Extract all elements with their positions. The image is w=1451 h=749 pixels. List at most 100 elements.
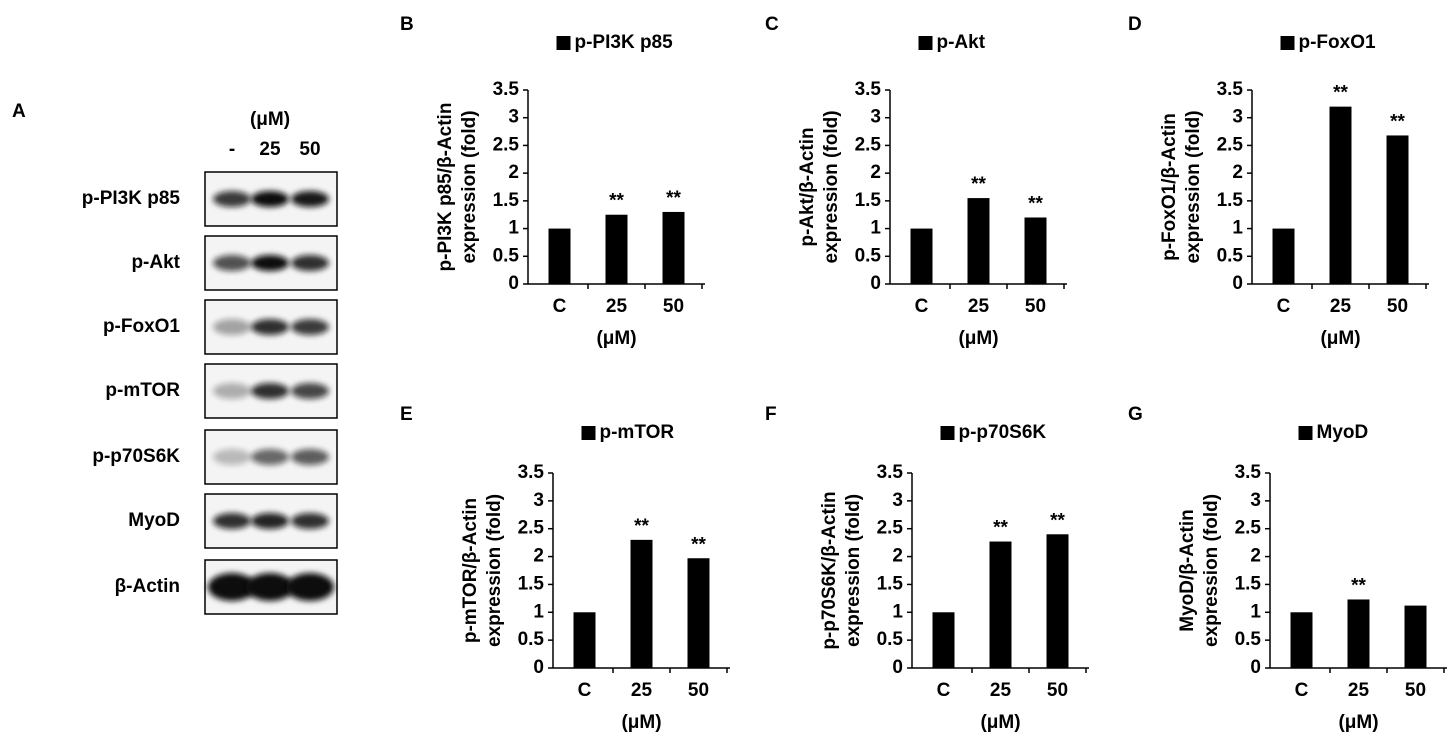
blot-row-label: p-FoxO1 <box>103 316 180 337</box>
panel-label: D <box>1128 14 1142 35</box>
y-tick-label: 3 <box>533 490 544 511</box>
y-axis-label: p-p70S6K/β-Actin <box>819 491 840 649</box>
legend-label: MyoD <box>1317 422 1369 443</box>
y-tick-label: 1 <box>1232 218 1243 239</box>
y-tick-label: 3 <box>508 107 519 128</box>
y-tick-label: 1 <box>892 601 903 622</box>
y-tick-label: 0.5 <box>518 629 545 650</box>
y-tick-label: 2.5 <box>518 518 545 539</box>
x-tick-label: C <box>578 680 592 701</box>
bar <box>662 211 685 284</box>
y-tick-label: 2 <box>892 546 903 567</box>
blot-band <box>291 513 329 529</box>
y-tick-label: 0.5 <box>1217 245 1244 266</box>
x-tick-label: 25 <box>968 296 990 317</box>
legend-label: p-Akt <box>937 32 986 53</box>
y-tick-label: 3.5 <box>493 79 520 100</box>
blot-band <box>291 319 329 335</box>
y-tick-label: 3 <box>1232 107 1243 128</box>
x-axis-label: (μM) <box>958 328 998 349</box>
bar <box>1046 534 1069 668</box>
y-tick-label: 3 <box>1250 490 1261 511</box>
y-axis-label: p-mTOR/β-Actin <box>460 498 481 643</box>
x-tick-label: C <box>937 680 951 701</box>
bar <box>1024 217 1047 284</box>
blot-band <box>213 449 251 465</box>
blot-band <box>246 573 294 601</box>
panel-label: F <box>765 404 777 425</box>
x-tick-label: 25 <box>1330 296 1352 317</box>
blot-band <box>251 513 289 529</box>
blot-row-label: p-PI3K p85 <box>82 188 181 209</box>
bar <box>1329 106 1352 284</box>
y-tick-label: 1 <box>870 218 881 239</box>
y-axis-label: expression (fold) <box>821 110 842 263</box>
y-tick-label: 3 <box>870 107 881 128</box>
legend-swatch <box>918 36 933 50</box>
y-tick-label: 2.5 <box>1235 518 1262 539</box>
x-tick-label: 25 <box>606 296 628 317</box>
y-tick-label: 0 <box>1232 273 1243 294</box>
blot-band <box>213 513 251 529</box>
y-tick-label: 2 <box>508 162 519 183</box>
bar <box>967 198 990 284</box>
y-tick-label: 0 <box>533 657 544 678</box>
x-axis-label: (μM) <box>621 712 661 733</box>
blot-band <box>213 383 251 399</box>
panel-label: A <box>12 101 26 122</box>
blot-band <box>213 191 251 207</box>
blot-row-label: MyoD <box>128 510 180 531</box>
x-tick-label: C <box>1295 680 1309 701</box>
y-axis-label: p-PI3K p85/β-Actin <box>435 103 456 272</box>
panel-label: G <box>1128 404 1143 425</box>
y-axis-label: expression (fold) <box>1183 110 1204 263</box>
y-tick-label: 1.5 <box>493 190 520 211</box>
y-tick-label: 0 <box>508 273 519 294</box>
y-tick-label: 1 <box>508 218 519 239</box>
y-tick-label: 1 <box>533 601 544 622</box>
y-tick-label: 1 <box>1250 601 1261 622</box>
bar <box>548 228 571 284</box>
bar <box>573 612 596 668</box>
legend-swatch <box>1280 36 1295 50</box>
blot-band <box>291 449 329 465</box>
bar <box>1404 605 1427 668</box>
bar <box>932 612 955 668</box>
legend-swatch <box>1298 426 1313 440</box>
blot-row-label: p-mTOR <box>105 380 180 401</box>
blot-band <box>251 191 289 207</box>
y-tick-label: 1.5 <box>518 573 545 594</box>
blot-band <box>291 191 329 207</box>
blot-band <box>291 383 329 399</box>
x-tick-label: 50 <box>1405 680 1426 701</box>
blot-band <box>251 383 289 399</box>
legend-label: p-PI3K p85 <box>575 32 674 53</box>
x-tick-label: C <box>553 296 567 317</box>
blot-band <box>251 255 289 271</box>
blot-row-label: p-Akt <box>131 252 180 273</box>
significance: ** <box>1333 83 1348 104</box>
bar <box>989 541 1012 668</box>
y-tick-label: 2.5 <box>877 518 904 539</box>
y-tick-label: 2.5 <box>493 134 520 155</box>
bar <box>1290 612 1313 668</box>
bar <box>687 558 710 668</box>
y-axis-label: expression (fold) <box>459 110 480 263</box>
significance: ** <box>691 534 706 555</box>
panel-label: E <box>400 404 413 425</box>
x-tick-label: 25 <box>631 680 653 701</box>
y-axis-label: expression (fold) <box>484 494 505 647</box>
y-axis-label: p-FoxO1/β-Actin <box>1159 113 1180 261</box>
x-tick-label: C <box>1277 296 1291 317</box>
x-tick-label: 50 <box>1047 680 1068 701</box>
blot-band <box>251 449 289 465</box>
x-tick-label: 50 <box>663 296 684 317</box>
y-tick-label: 0 <box>870 273 881 294</box>
x-tick-label: C <box>915 296 929 317</box>
bar <box>910 228 933 284</box>
x-axis-label: (μM) <box>1320 328 1360 349</box>
y-tick-label: 1.5 <box>877 573 904 594</box>
blot-unit: (μM) <box>250 109 290 130</box>
x-tick-label: 50 <box>1387 296 1408 317</box>
